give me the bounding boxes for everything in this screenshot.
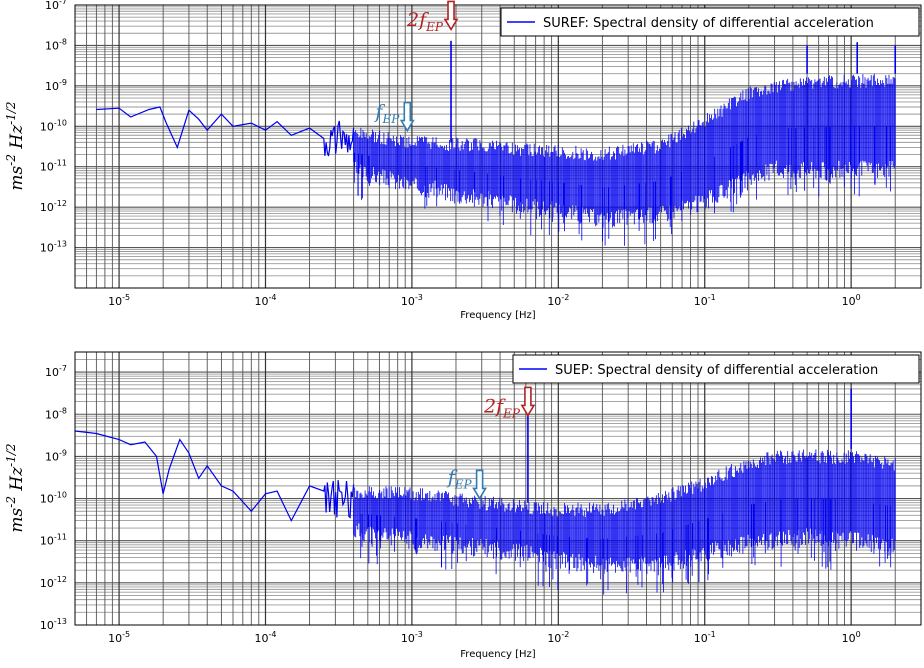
- chart-suref: 10-5 10-4 10-3 10-2 10-1 100 10-7 10-8 10-9 10-10…: [4, 0, 922, 321]
- legend-label: SUREF: Spectral density of differential …: [543, 16, 874, 31]
- x-tick-label: 10-3: [401, 630, 423, 645]
- legend-box: [500, 7, 920, 37]
- x-axis-label: Frequency [Hz]: [460, 649, 536, 660]
- y-tick-label: 10-11: [40, 159, 67, 174]
- x-tick-label: 10-3: [401, 293, 423, 308]
- annotation-label: 2fEP: [406, 9, 444, 34]
- x-tick-label: 10-4: [254, 630, 276, 645]
- x-tick-label: 100: [842, 293, 861, 308]
- y-tick-label: 10-9: [45, 448, 67, 463]
- annotation-label: fEP: [446, 466, 473, 491]
- y-tick-label: 10-12: [40, 199, 67, 214]
- legend-label: SUEP: Spectral density of differential a…: [555, 363, 878, 378]
- x-tick-label: 10-1: [694, 630, 716, 645]
- y-tick-label: 10-11: [40, 533, 67, 548]
- plot-frame: [74, 351, 922, 626]
- low-frequency-trace: [74, 430, 355, 522]
- x-tick-label: 10-2: [547, 630, 569, 645]
- legend: SUREF: Spectral density of differential …: [500, 7, 920, 37]
- y-tick-label: 10-9: [45, 78, 67, 93]
- annotation-label: fEP: [373, 101, 400, 126]
- spectrum-band: [353, 73, 896, 246]
- x-tick-label: 10-5: [108, 293, 130, 308]
- y-tick-label: 10-7: [45, 364, 67, 379]
- annotation-arrow-icon: [443, 0, 459, 31]
- spectrum-band: [353, 449, 896, 595]
- annotation-label: 2fEP: [483, 396, 521, 421]
- annotation-arrow-icon: [472, 469, 488, 500]
- plot-frame: [74, 4, 922, 289]
- x-axis-label: Frequency [Hz]: [460, 310, 536, 321]
- chart-suep: 10-5 10-4 10-3 10-2 10-1 100 10-7 10-8 10-9 10-10…: [4, 351, 922, 660]
- low-frequency-trace: [96, 106, 355, 157]
- y-axis-label: ms-2 Hz-1/2: [4, 101, 27, 190]
- y-tick-label: 10-13: [40, 617, 67, 632]
- x-tick-label: 10-4: [254, 293, 276, 308]
- legend: SUEP: Spectral density of differential a…: [512, 354, 920, 384]
- y-tick-label: 10-7: [45, 0, 67, 12]
- y-axis-label: ms-2 Hz-1/2: [4, 443, 27, 532]
- y-tick-label: 10-10: [40, 118, 67, 133]
- y-tick-label: 10-12: [40, 575, 67, 590]
- y-tick-label: 10-13: [40, 240, 67, 255]
- x-tick-label: 100: [842, 630, 861, 645]
- legend-box: [512, 354, 920, 384]
- y-tick-label: 10-8: [45, 37, 67, 52]
- y-tick-label: 10-10: [40, 491, 67, 506]
- annotation-arrow-icon: [399, 101, 415, 133]
- annotation-arrow-icon: [520, 386, 536, 418]
- x-tick-label: 10-5: [108, 630, 130, 645]
- x-tick-label: 10-2: [547, 293, 569, 308]
- y-tick-label: 10-8: [45, 406, 67, 421]
- x-tick-label: 10-1: [694, 293, 716, 308]
